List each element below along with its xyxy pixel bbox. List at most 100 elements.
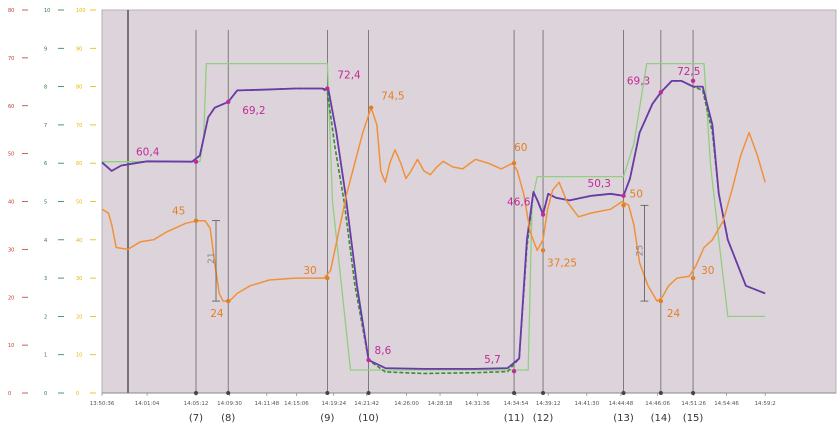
value-callout: 72,4: [337, 70, 361, 82]
value-callout: 8,6: [375, 345, 392, 357]
value-callout: 72,5: [677, 66, 700, 78]
callout-point: [621, 193, 626, 198]
left-axis-2-tick: 5: [44, 200, 47, 206]
x-tick-label: 14:15:06: [284, 401, 309, 407]
callout-point: [325, 275, 330, 281]
bracket-label: 25: [635, 245, 645, 256]
callout-point: [690, 275, 696, 281]
callout-point: [225, 99, 231, 105]
event-marker-label: (14): [651, 413, 672, 424]
event-marker-dot: [512, 391, 517, 395]
series-lines: [101, 62, 766, 375]
x-tick-label: 14:21:42: [354, 401, 379, 407]
x-tick-label: 14:19:24: [321, 401, 346, 407]
left-axis-3-tick: 80: [76, 85, 82, 91]
left-axis-3-tick: 60: [76, 161, 82, 167]
value-callout: 30: [303, 265, 316, 277]
x-tick-label: 14:31:36: [465, 401, 490, 407]
series-line-setpoint: [102, 62, 766, 371]
left-axis-1-tick: 70: [8, 56, 14, 62]
event-marker-dot: [658, 391, 663, 395]
x-tick-label: 14:11:48: [254, 401, 279, 407]
left-axes-group: 0102030405060708001234567891001020304050…: [8, 8, 96, 397]
left-axis-1-tick: 10: [8, 343, 14, 349]
value-callout: 24: [210, 308, 224, 320]
left-axis-2-tick: 7: [44, 123, 47, 129]
value-callout: 5,7: [484, 354, 501, 366]
left-axis-1-tick: 40: [8, 200, 14, 206]
left-axis-2-tick: 8: [44, 85, 47, 91]
callout-point: [658, 90, 664, 95]
bracket-label: 21: [207, 252, 217, 263]
value-callout: 69,2: [242, 105, 265, 117]
left-axis-2-tick: 2: [44, 314, 47, 320]
left-axis-2-tick: 10: [44, 8, 50, 14]
series-line-purple: [101, 80, 766, 370]
event-marker-label: (15): [683, 413, 704, 424]
left-axis-1-tick: 20: [8, 295, 14, 301]
x-tick-label: 14:09:30: [217, 401, 242, 407]
value-callout: 69,3: [627, 75, 650, 87]
event-marker-label: (13): [613, 413, 634, 424]
x-tick-label: 14:46:06: [645, 401, 670, 407]
value-callout: 74,5: [381, 91, 404, 103]
left-axis-3-tick: 50: [76, 200, 82, 206]
delta-brackets: 21 25: [207, 204, 649, 302]
x-axis: 13:50:36 14:01:04 14:05:12 14:09:30 14:11:48…: [90, 392, 836, 407]
value-callout: 46,6: [507, 197, 531, 209]
left-axis-3-tick: 70: [76, 123, 82, 129]
event-marker-label: (9): [320, 413, 334, 424]
left-axis-2-tick: 1: [44, 353, 47, 359]
left-axis-2-tick: 4: [44, 238, 47, 244]
value-callout: 60,4: [136, 147, 160, 159]
event-marker-dot: [691, 391, 696, 395]
event-marker-label: (12): [533, 413, 554, 424]
left-axis-2-tick: 0: [44, 391, 47, 397]
event-marker-dot: [366, 391, 371, 395]
value-callout: 45: [172, 206, 185, 218]
left-axis-2-tick: 3: [44, 276, 47, 282]
value-callout: 30: [701, 265, 714, 277]
x-tick-label: 14:39:12: [536, 401, 561, 407]
event-marker-dot: [325, 391, 330, 395]
left-axis-3-tick: 20: [76, 314, 82, 320]
callout-point: [511, 161, 517, 166]
left-axis-3-tick: 0: [76, 391, 79, 397]
event-marker-label: (7): [189, 413, 203, 424]
value-callout: 60: [514, 142, 527, 154]
left-axis-3-tick: 30: [76, 276, 82, 282]
x-tick-label: 14:34:54: [504, 401, 529, 407]
callout-point: [325, 86, 330, 91]
left-axis-3-tick: 10: [76, 353, 82, 359]
event-marker-dot: [194, 391, 199, 395]
left-axis-2-tick: 9: [44, 46, 47, 52]
value-callout: 37,25: [547, 257, 577, 269]
event-marker-label: (11): [504, 413, 525, 424]
callout-point: [193, 159, 199, 164]
left-axis-1-tick: 80: [8, 8, 14, 14]
left-axis-1-tick: 50: [8, 152, 14, 158]
x-tick-label: 14:26:00: [394, 401, 419, 407]
plot-area: [101, 9, 837, 394]
left-axis-1-tick: 60: [8, 104, 14, 110]
callout-point: [621, 203, 626, 208]
x-tick-label: 14:51:26: [681, 401, 706, 407]
left-axis-2-tick: 6: [44, 161, 47, 167]
event-marker-label: (8): [221, 413, 235, 424]
callout-point: [540, 212, 546, 217]
callout-point: [690, 78, 696, 84]
x-tick-label: 14:54:46: [714, 401, 739, 407]
callout-point: [225, 298, 231, 304]
value-callout: 50: [630, 188, 643, 200]
x-tick-label: 14:44:48: [609, 401, 634, 407]
event-marker-label: (10): [358, 413, 379, 424]
left-axis-3-tick: 40: [76, 238, 82, 244]
value-callout: 50,3: [588, 178, 611, 190]
left-axis-1-tick: 0: [8, 391, 11, 397]
x-tick-label: 14:59:2: [755, 401, 776, 407]
callout-point: [540, 248, 546, 253]
event-markers: (7) (8) (9) (10) (11) (12) (13) (14) (15): [189, 391, 704, 424]
left-axis-3-tick: 90: [76, 46, 82, 52]
x-tick-label: 14:05:12: [184, 401, 209, 407]
